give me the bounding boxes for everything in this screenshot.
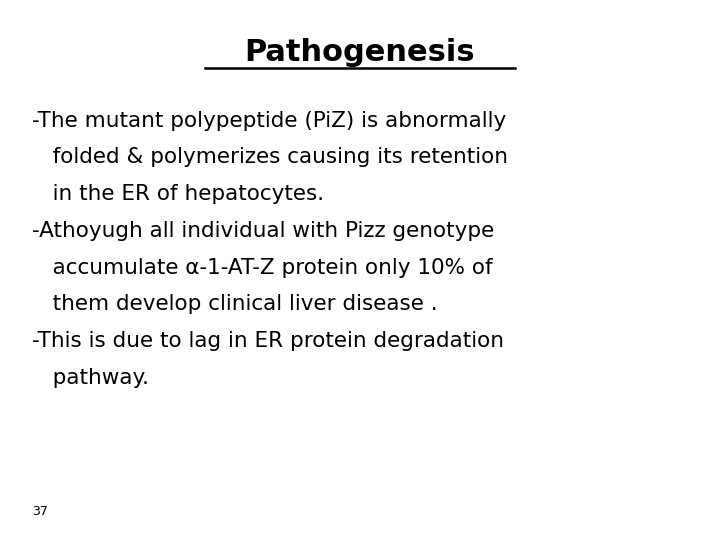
Text: folded & polymerizes causing its retention: folded & polymerizes causing its retenti… [32, 147, 508, 167]
Text: them develop clinical liver disease .: them develop clinical liver disease . [32, 294, 438, 314]
Text: accumulate α-1-AT-Z protein only 10% of: accumulate α-1-AT-Z protein only 10% of [32, 258, 493, 278]
Text: Pathogenesis: Pathogenesis [245, 38, 475, 67]
Text: pathway.: pathway. [32, 368, 150, 388]
Text: in the ER of hepatocytes.: in the ER of hepatocytes. [32, 184, 325, 204]
Text: 37: 37 [32, 505, 48, 518]
Text: -Athoyugh all individual with Pizz genotype: -Athoyugh all individual with Pizz genot… [32, 221, 495, 241]
Text: -This is due to lag in ER protein degradation: -This is due to lag in ER protein degrad… [32, 331, 505, 351]
Text: -The mutant polypeptide (PiZ) is abnormally: -The mutant polypeptide (PiZ) is abnorma… [32, 111, 507, 131]
